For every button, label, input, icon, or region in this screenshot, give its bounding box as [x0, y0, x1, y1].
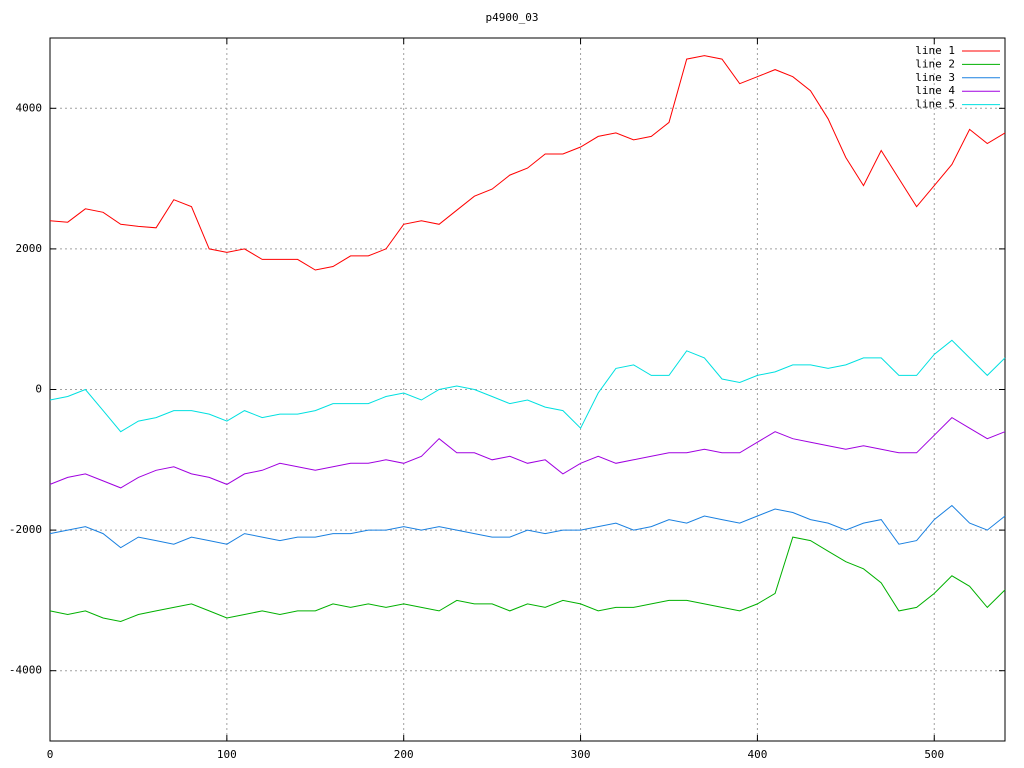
- y-tick-label: -4000: [9, 664, 42, 677]
- x-tick-label: 0: [47, 748, 54, 761]
- legend-label: line 4: [915, 84, 955, 97]
- series-line: [49, 416, 1006, 489]
- legend-label: line 3: [915, 71, 955, 84]
- legend-label: line 1: [915, 44, 955, 57]
- series-line: [49, 339, 1006, 433]
- x-tick-label: 200: [394, 748, 414, 761]
- legend-label: line 2: [915, 57, 955, 70]
- y-tick-label: 4000: [16, 101, 43, 114]
- x-tick-label: 500: [924, 748, 944, 761]
- series-line: [49, 504, 1006, 549]
- y-tick-label: 0: [35, 383, 42, 396]
- x-tick-label: 100: [217, 748, 237, 761]
- series-line: [49, 55, 1006, 271]
- x-tick-label: 300: [571, 748, 591, 761]
- series-line: [49, 536, 1006, 623]
- y-tick-label: 2000: [16, 242, 43, 255]
- y-tick-label: -2000: [9, 523, 42, 536]
- legend-label: line 5: [915, 98, 955, 111]
- plot-border: [49, 37, 1006, 742]
- x-tick-label: 400: [747, 748, 767, 761]
- chart-title: p4900_03: [486, 11, 539, 24]
